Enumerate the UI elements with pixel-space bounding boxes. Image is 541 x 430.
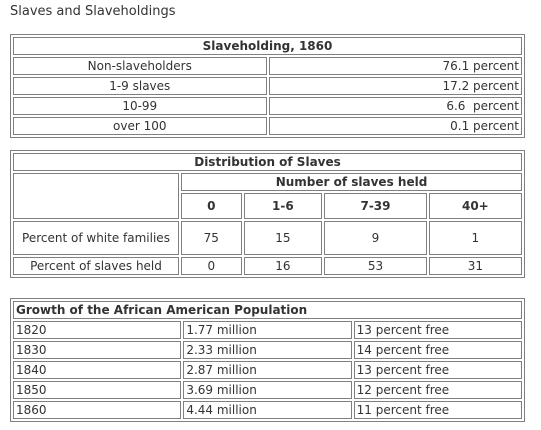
free-cell: 12 percent free [353,381,522,399]
year-cell: 1850 [13,381,182,399]
free-cell: 13 percent free [353,321,522,339]
table-caption: Growth of the African American Populatio… [13,301,522,319]
row: Distribution of Slaves [13,153,522,171]
row: Percent of slaves held 0 16 53 31 [13,257,522,275]
population-cell: 3.69 million [183,381,352,399]
category-cell: 1-9 slaves [13,77,267,95]
value-cell: 75 [181,221,242,255]
table-caption: Slaveholding, 1860 [13,37,522,55]
percent-cell: 6.6 percent [268,97,522,115]
percent-cell: 76.1 percent [268,57,522,75]
row: 1-9 slaves 17.2 percent [13,77,522,95]
row: 1840 2.87 million 13 percent free [13,361,522,379]
category-cell: over 100 [13,117,267,135]
row: Non-slaveholders 76.1 percent [13,57,522,75]
free-cell: 13 percent free [353,361,522,379]
row: 1860 4.44 million 11 percent free [13,401,522,419]
population-table: Growth of the African American Populatio… [10,298,525,422]
year-cell: 1840 [13,361,182,379]
free-cell: 11 percent free [353,401,522,419]
population-cell: 2.87 million [183,361,352,379]
row: 0 1-6 7-39 40+ [13,193,522,219]
value-cell: 1 [428,221,522,255]
table-caption: Distribution of Slaves [13,153,522,171]
group-header: Number of slaves held [181,173,522,191]
value-cell: 53 [324,257,427,275]
value-cell: 9 [324,221,427,255]
row: over 100 0.1 percent [13,117,522,135]
category-cell: 10-99 [13,97,267,115]
row: 1820 1.77 million 13 percent free [13,321,522,339]
value-cell: 31 [428,257,522,275]
population-cell: 2.33 million [183,341,352,359]
slaveholding-table: Slaveholding, 1860 Non-slaveholders 76.1 … [10,34,525,138]
value-cell: 0 [181,257,242,275]
row: Number of slaves held [13,173,522,219]
page-title: Slaves and Slaveholdings [10,4,176,19]
year-cell: 1820 [13,321,182,339]
free-cell: 14 percent free [353,341,522,359]
column-header: 40+ [428,193,522,219]
population-cell: 1.77 million [183,321,352,339]
column-header: 0 [181,193,242,219]
category-cell: Non-slaveholders [13,57,267,75]
population-cell: 4.44 million [183,401,352,419]
column-header: 7-39 [324,193,427,219]
year-cell: 1860 [13,401,182,419]
year-cell: 1830 [13,341,182,359]
percent-cell: 0.1 percent [268,117,522,135]
column-header: 1-6 [243,193,323,219]
row: 1830 2.33 million 14 percent free [13,341,522,359]
row-label: Percent of slaves held [13,257,179,275]
row-label: Percent of white families [13,221,179,255]
value-cell: 15 [243,221,323,255]
row: Slaveholding, 1860 [13,37,522,55]
row: Growth of the African American Populatio… [13,301,522,319]
percent-cell: 17.2 percent [268,77,522,95]
empty-cell [13,173,179,219]
value-cell: 16 [243,257,323,275]
row: Percent of white families 75 15 9 1 [13,221,522,255]
row: 1850 3.69 million 12 percent free [13,381,522,399]
row: 10-99 6.6 percent [13,97,522,115]
distribution-table: Distribution of Slaves Number of slaves … [10,150,525,278]
